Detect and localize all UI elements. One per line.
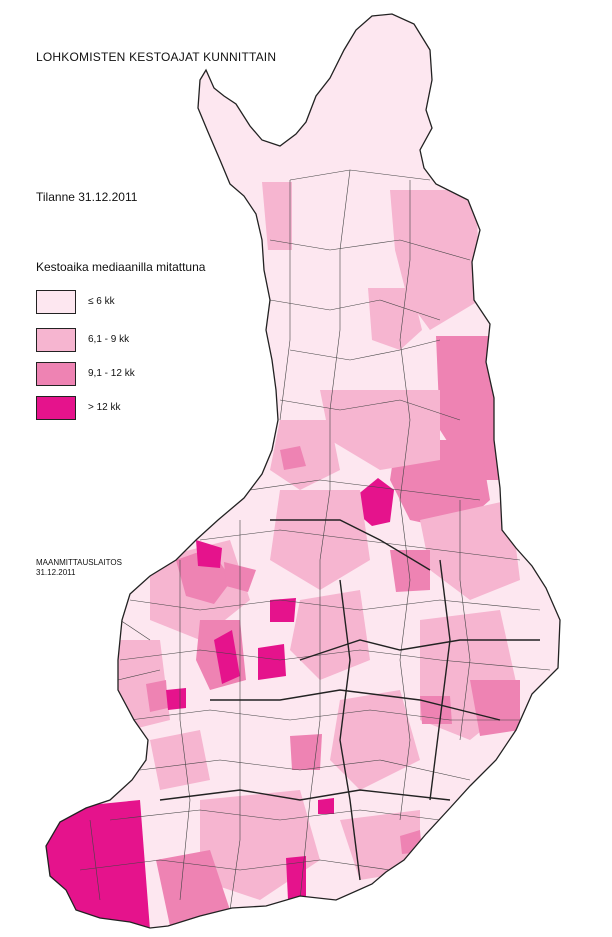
source-date: 31.12.2011 — [36, 568, 76, 577]
legend-title: Kestoaika mediaanilla mitattuna — [36, 260, 206, 274]
legend-label: > 12 kk — [88, 402, 121, 413]
legend-item-6-9: 6,1 - 9 kk — [36, 328, 236, 356]
status-date: Tilanne 31.12.2011 — [36, 190, 138, 204]
legend-item-9-12: 9,1 - 12 kk — [36, 362, 236, 390]
source-org: MAANMITTAUSLAITOS — [36, 558, 122, 567]
source-credit: MAANMITTAUSLAITOS 31.12.2011 — [36, 558, 122, 578]
legend-swatch — [36, 362, 76, 386]
legend-item-gt-12: > 12 kk — [36, 396, 236, 424]
legend-item-le-6: ≤ 6 kk — [36, 290, 236, 318]
legend-label: 9,1 - 12 kk — [88, 368, 135, 379]
legend-swatch — [36, 328, 76, 352]
legend-swatch — [36, 290, 76, 314]
legend-label: ≤ 6 kk — [88, 296, 115, 307]
legend-label: 6,1 - 9 kk — [88, 334, 130, 345]
map-title: LOHKOMISTEN KESTOAJAT KUNNITTAIN — [36, 50, 277, 64]
legend-swatch — [36, 396, 76, 420]
